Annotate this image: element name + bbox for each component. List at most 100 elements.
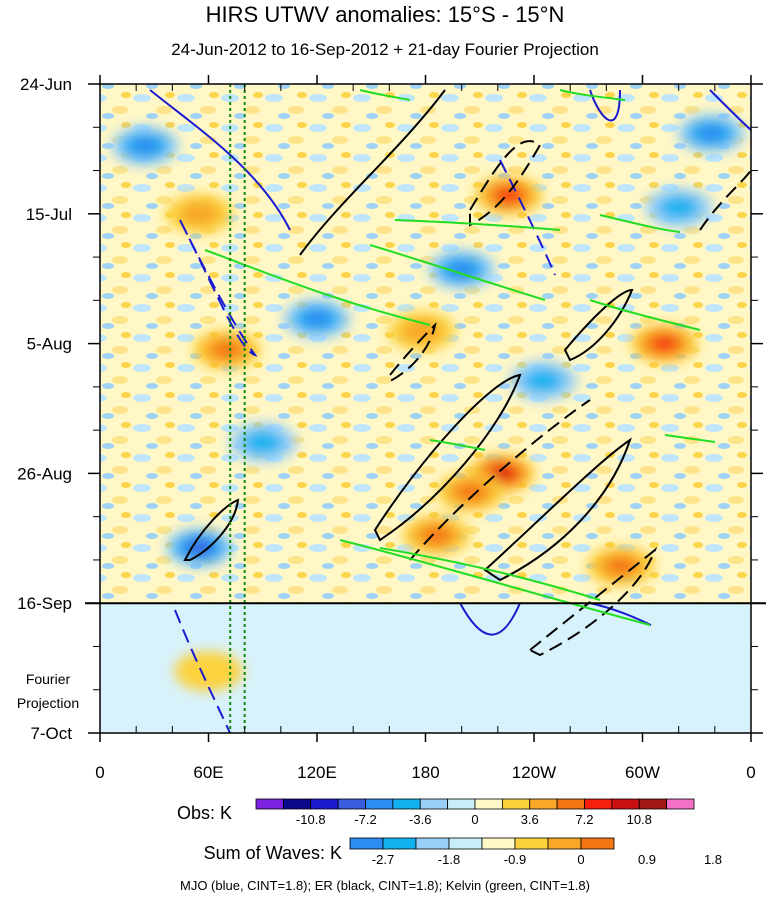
colorbar-swatch <box>529 798 558 810</box>
kelvin-contour <box>359 89 411 101</box>
colorbar-swatch <box>349 837 384 850</box>
colorbar-tick-label: -0.9 <box>504 852 526 867</box>
colorbar-swatch <box>514 837 549 850</box>
colorbar-swatch <box>447 798 476 810</box>
mjo-contour <box>149 89 291 231</box>
er-contour <box>299 89 446 256</box>
projection-label: Projection <box>16 695 80 711</box>
colorbar-swatch <box>448 837 483 850</box>
x-tick-label: 180 <box>411 763 439 782</box>
kelvin-contour <box>369 244 546 301</box>
anomaly-negative <box>302 310 332 328</box>
er-contour <box>183 498 240 561</box>
er-contour <box>528 546 658 657</box>
anomaly-positive <box>456 483 486 501</box>
mjo-contour <box>499 159 556 276</box>
mjo-contour <box>459 602 521 636</box>
colorbar-swatch <box>310 798 339 810</box>
kelvin-contour <box>599 214 681 233</box>
obs-colorbar: -10.8 -7.2 -3.6 0 3.6 7.2 10.8 <box>255 798 695 827</box>
anomaly-positive <box>606 557 636 575</box>
colorbar-swatch <box>392 798 421 810</box>
anomaly-negative <box>658 195 700 220</box>
er-contour <box>563 288 634 362</box>
y-tick-label: 16-Sep <box>17 594 72 613</box>
x-tick-label: 120W <box>512 763 556 782</box>
colorbar-swatch <box>666 798 695 810</box>
anomaly-positive <box>212 341 242 359</box>
x-tick-label: 60W <box>625 763 660 782</box>
anomaly-positive <box>401 319 443 344</box>
colorbar-tick-label: -10.8 <box>296 812 326 827</box>
anomaly-negative <box>242 430 284 455</box>
colorbar-tick-label: 3.6 <box>521 812 539 827</box>
kelvin-contour <box>379 547 601 601</box>
kelvin-contour <box>339 539 651 626</box>
x-tick-label: 60E <box>193 763 223 782</box>
x-tick-label: 0 <box>746 763 755 782</box>
colorbar-swatch <box>584 798 613 810</box>
colorbar-tick-label: 10.8 <box>627 812 652 827</box>
kelvin-contour <box>589 299 701 331</box>
kelvin-contour <box>664 434 716 443</box>
waves-colorbar-label: Sum of Waves: K <box>203 843 342 863</box>
colorbar-swatch <box>337 798 366 810</box>
mjo-contour <box>589 89 621 122</box>
colorbar-swatch <box>547 837 582 850</box>
y-tick-label: 26-Aug <box>17 464 72 483</box>
colorbar-swatch <box>282 798 312 810</box>
anomaly-negative <box>447 260 477 278</box>
anomaly-negative <box>130 137 160 155</box>
anomaly-negative <box>696 124 726 143</box>
kelvin-contour <box>204 249 431 326</box>
mjo-contour <box>709 89 751 131</box>
colorbar-tick-label: -7.2 <box>354 812 376 827</box>
anomaly-positive <box>652 336 676 351</box>
er-contour <box>373 373 522 542</box>
plot-area <box>100 84 751 733</box>
colorbar-swatch <box>415 837 450 850</box>
colorbar-tick-label: 0 <box>577 852 584 867</box>
kelvin-contour <box>559 89 626 101</box>
vertical-reference-lines <box>229 84 246 733</box>
mjo-contour <box>174 609 231 733</box>
colorbar-tick-label: 7.2 <box>575 812 593 827</box>
kelvin-contour <box>429 439 486 451</box>
contour-legend: MJO (blue, CINT=1.8); ER (black, CINT=1.… <box>180 878 590 893</box>
kelvin-contour <box>394 219 561 231</box>
anomaly-positive <box>492 467 511 479</box>
axes: 0 60E 120E 180 120W 60W 0 24-Jun 15-Jul 5-Aug 26-A… <box>17 75 766 782</box>
y-tick-label: 7-Oct <box>30 724 72 743</box>
colorbar-swatch <box>580 837 615 850</box>
chart-title: HIRS UTWV anomalies: 15°S - 15°N <box>205 2 565 27</box>
y-tick-label: 24-Jun <box>20 75 72 94</box>
er-contour <box>388 321 437 382</box>
colorbar-swatch <box>481 837 516 850</box>
colorbar-swatch <box>365 798 394 810</box>
er-contour <box>699 169 751 231</box>
colorbar-swatch <box>382 837 417 850</box>
colorbar-swatch <box>611 798 640 810</box>
anomaly-positive <box>179 201 220 226</box>
er-contour <box>483 437 632 582</box>
colorbar-tick-label: 0.9 <box>638 852 656 867</box>
y-tick-label: 15-Jul <box>26 205 72 224</box>
colorbar-swatch <box>419 798 449 810</box>
obs-colorbar-label: Obs: K <box>176 803 232 823</box>
colorbar-tick-label: -1.8 <box>438 852 460 867</box>
er-contour <box>469 140 542 227</box>
colorbar-tick-label: 1.8 <box>704 852 722 867</box>
chart-subtitle: 24-Jun-2012 to 16-Sep-2012 + 21-day Four… <box>171 40 599 59</box>
colorbar-tick-label: 0 <box>471 812 478 827</box>
wave-contours <box>149 89 751 733</box>
colorbar-swatch <box>501 798 531 810</box>
anomaly-positive <box>497 188 521 202</box>
colorbar-tick-label: -2.7 <box>372 852 394 867</box>
anomaly-negative <box>522 368 564 393</box>
colorbar-tick-label: -3.6 <box>409 812 431 827</box>
x-tick-label: 120E <box>297 763 337 782</box>
x-tick-label: 0 <box>95 763 104 782</box>
colorbar-swatch <box>638 798 668 810</box>
y-tick-label: 5-Aug <box>27 335 72 354</box>
